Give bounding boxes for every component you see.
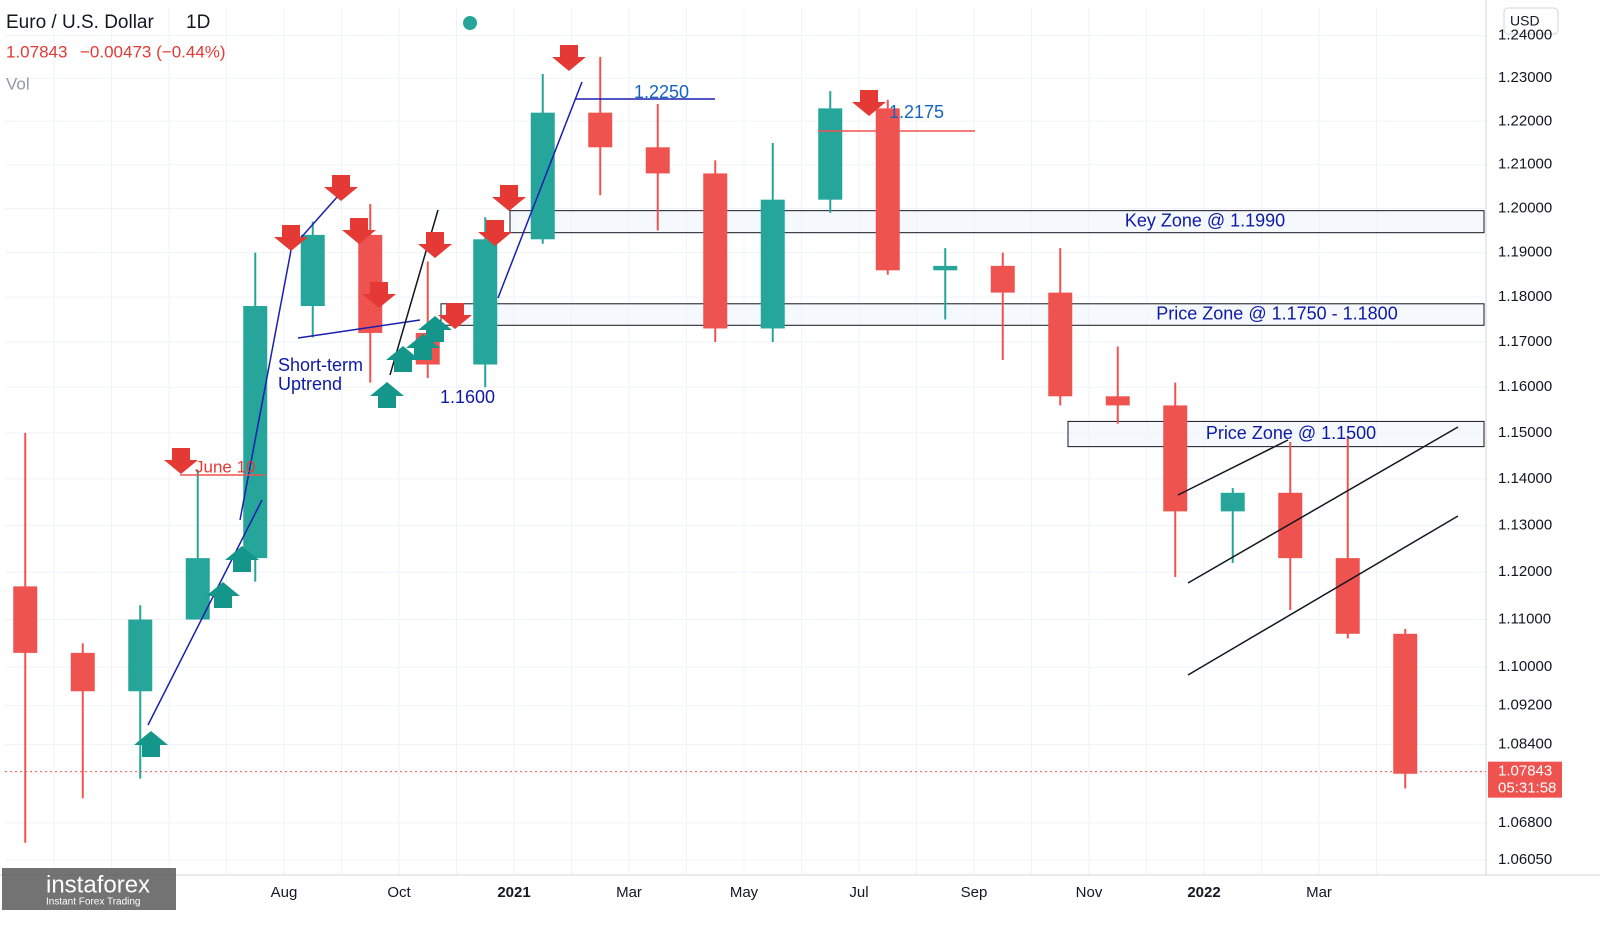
- y-tick-label: 1.19000: [1498, 244, 1552, 261]
- y-tick-label: 1.14000: [1498, 470, 1552, 487]
- candle-body: [185, 558, 210, 620]
- x-tick-label: Oct: [387, 884, 411, 901]
- x-tick-label: Aug: [271, 884, 298, 901]
- brand: instaforex: [46, 871, 150, 898]
- x-tick-label: Mar: [616, 884, 642, 901]
- y-tick-label: 1.10000: [1498, 658, 1552, 675]
- candle-body: [933, 265, 958, 271]
- annotation: 1.2250: [634, 82, 689, 102]
- candle-body: [1220, 492, 1245, 512]
- x-tick-label: May: [730, 884, 759, 901]
- trend-lines: [147, 81, 1459, 726]
- last-price-label: 1.07843: [1498, 763, 1552, 780]
- x-tick-label: Jul: [849, 884, 868, 901]
- zone: [509, 210, 1485, 234]
- candle-body: [1335, 558, 1360, 634]
- brand-logo: [2, 868, 176, 910]
- candle-body: [70, 652, 95, 692]
- annotation-box: Short-term Uptrend: [278, 356, 364, 394]
- y-tick-label: 1.15000: [1498, 424, 1552, 441]
- tagline: Instant Forex Trading: [46, 897, 141, 908]
- y-tick-label: 1.12000: [1498, 563, 1552, 580]
- y-tick-label: 1.21000: [1498, 156, 1552, 173]
- y-tick-label: 1.11000: [1498, 610, 1551, 627]
- candle-body: [473, 239, 498, 365]
- zone-label: Price Zone @ 1.1750 - 1.1800: [1156, 303, 1397, 323]
- y-tick-label: 1.17000: [1498, 333, 1552, 350]
- y-tick-label: 1.09200: [1498, 697, 1552, 714]
- volume-label: Vol: [6, 74, 30, 93]
- last-price-box: [1488, 761, 1562, 798]
- zone: [440, 303, 1485, 326]
- candle-body: [13, 586, 38, 653]
- x-tick-label: 2022: [1187, 884, 1220, 901]
- x-tick-label: Nov: [1076, 884, 1103, 901]
- countdown: 05:31:58: [1498, 780, 1556, 797]
- candle-body: [875, 108, 900, 271]
- y-tick-label: 1.20000: [1498, 199, 1552, 216]
- candle-body: [530, 112, 555, 240]
- y-tick-label: 1.06050: [1498, 851, 1552, 868]
- candle-body: [300, 234, 325, 307]
- currency: USD: [1510, 13, 1540, 29]
- candle-body: [1278, 492, 1303, 559]
- candle-body: [1105, 396, 1130, 406]
- change: −0.00473 (−0.44%): [80, 42, 226, 61]
- candle-body: [1048, 292, 1073, 397]
- candle-body: [1163, 405, 1188, 512]
- candle-body: [645, 147, 670, 174]
- symbol: Euro / U.S. Dollar: [6, 12, 154, 33]
- candle-body: [818, 108, 843, 200]
- x-tick-label: Mar: [1306, 884, 1332, 901]
- annotation: 1.1600: [440, 387, 495, 407]
- candle-body: [128, 619, 153, 692]
- candle-body: [990, 265, 1015, 293]
- interval: 1D: [186, 12, 210, 33]
- zone: [1067, 420, 1485, 448]
- candle-body: [760, 199, 785, 329]
- annotation: Short-term Uptrend: [278, 356, 364, 394]
- y-tick-label: 1.13000: [1498, 516, 1552, 533]
- candle-body: [1393, 633, 1418, 774]
- annotation: June 10: [195, 457, 256, 476]
- signal-arrows: [134, 45, 886, 757]
- candle-body: [243, 306, 268, 559]
- candle-body: [703, 173, 728, 329]
- y-tick-label: 1.16000: [1498, 378, 1552, 395]
- y-tick-label: 1.24000: [1498, 27, 1552, 44]
- y-tick-label: 1.18000: [1498, 288, 1552, 305]
- status-dot: [463, 16, 477, 30]
- x-tick-label: Sep: [961, 884, 988, 901]
- zone-label: Price Zone @ 1.1500: [1206, 423, 1376, 443]
- y-tick-label: 1.22000: [1498, 112, 1552, 129]
- y-tick-label: 1.06800: [1498, 814, 1552, 831]
- y-tick-label: 1.23000: [1498, 69, 1552, 86]
- zone-label: Key Zone @ 1.1990: [1125, 210, 1285, 230]
- annotation: 1.2175: [889, 102, 944, 122]
- x-tick-label: 2021: [497, 884, 530, 901]
- currency-button[interactable]: [1503, 7, 1559, 35]
- price: 1.07843: [6, 42, 67, 61]
- candle-body: [588, 112, 613, 148]
- y-tick-label: 1.08400: [1498, 735, 1552, 752]
